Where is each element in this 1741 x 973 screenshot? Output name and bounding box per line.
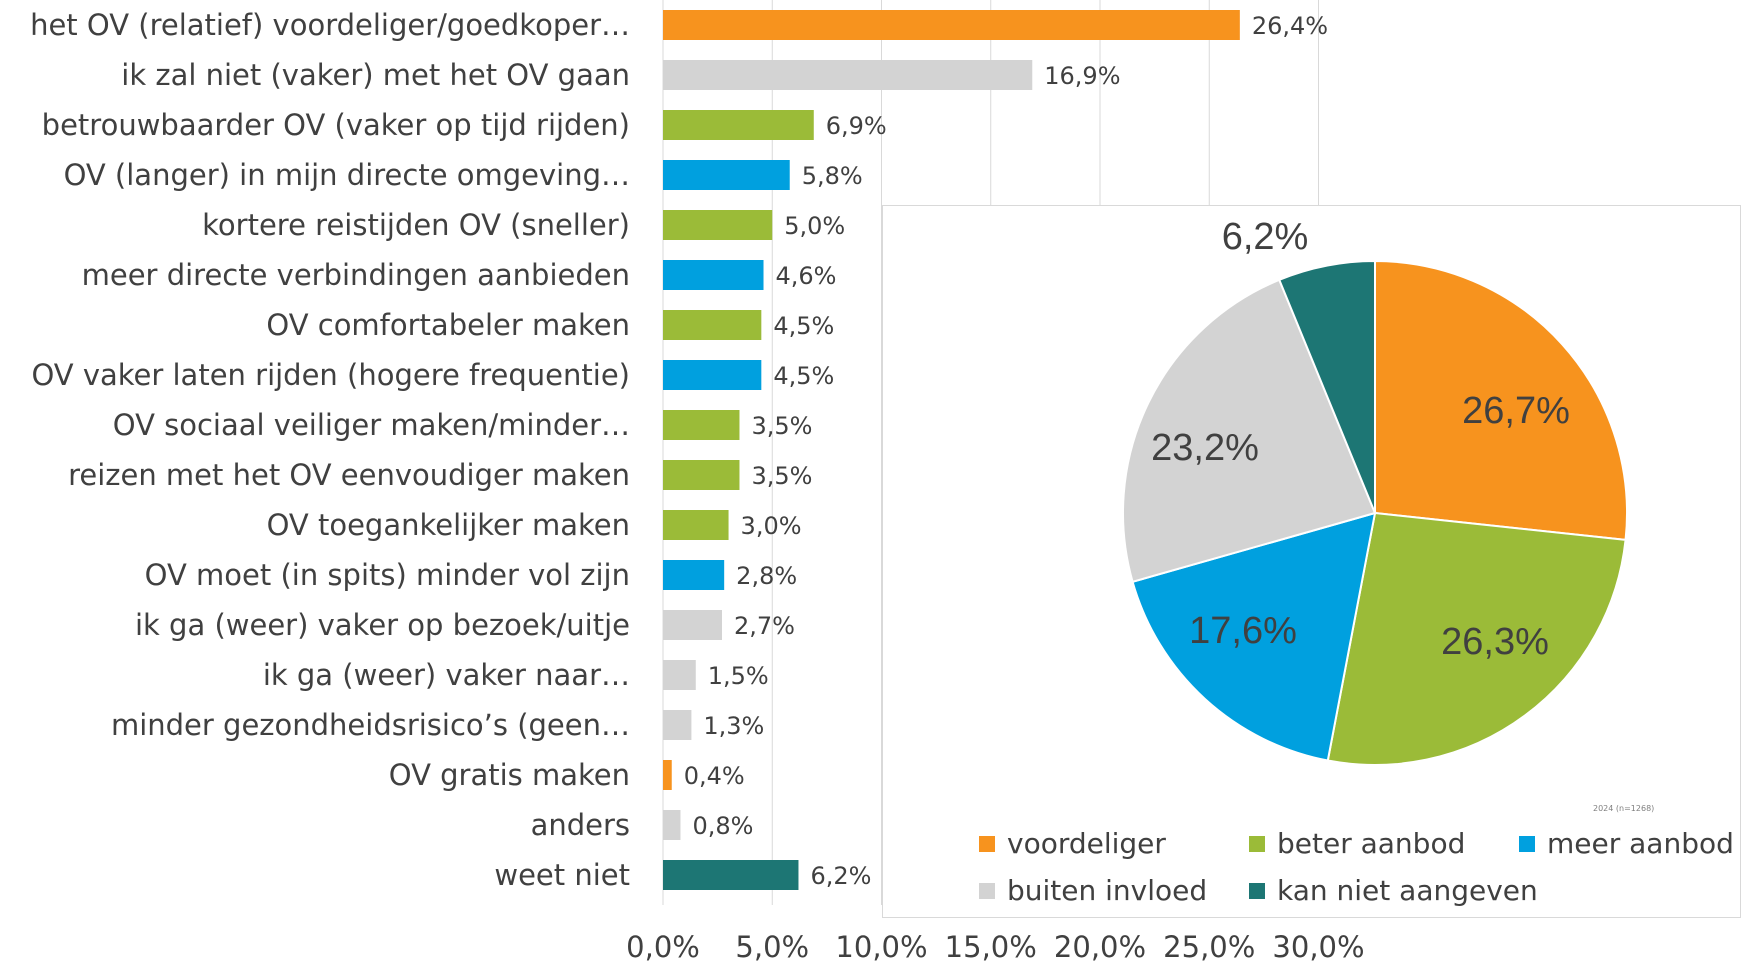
category-label: OV vaker laten rijden (hogere frequentie… [31, 358, 630, 392]
category-label: meer directe verbindingen aanbieden [82, 258, 630, 292]
bar-value-label: 3,0% [741, 512, 802, 540]
category-label: OV sociaal veiliger maken/minder… [113, 408, 630, 442]
pie-slice [1131, 511, 1377, 762]
legend-label: voordeliger [1007, 827, 1166, 860]
bar [663, 510, 729, 540]
bar-value-label: 6,9% [826, 112, 887, 140]
bar-value-label: 2,7% [734, 612, 795, 640]
category-label: het OV (relatief) voordeliger/goedkoper… [30, 8, 630, 42]
legend-item: beter aanbod [1249, 827, 1465, 860]
bar [663, 60, 1033, 90]
pie-value-label: 23,2% [1151, 427, 1259, 469]
category-label: OV gratis maken [389, 758, 630, 792]
category-label: minder gezondheidsrisico’s (geen… [111, 708, 630, 742]
bar-value-label: 5,8% [802, 162, 863, 190]
bar-value-label: 4,5% [773, 312, 834, 340]
legend-item: meer aanbod [1519, 827, 1734, 860]
bar-value-label: 3,5% [751, 462, 812, 490]
x-tick-label: 25,0% [1163, 930, 1255, 964]
bar [663, 860, 799, 890]
pie-value-label: 6,2% [1222, 216, 1309, 258]
bar [663, 710, 692, 740]
legend-swatch [1249, 882, 1265, 899]
bar [663, 10, 1240, 40]
category-label: OV moet (in spits) minder vol zijn [145, 558, 630, 592]
x-tick-label: 15,0% [945, 930, 1037, 964]
category-label: weet niet [494, 858, 630, 892]
category-label: ik zal niet (vaker) met het OV gaan [121, 58, 630, 92]
bar-value-label: 1,3% [703, 712, 764, 740]
bar-value-label: 16,9% [1044, 62, 1120, 90]
category-label: ik ga (weer) vaker naar… [263, 658, 630, 692]
category-label: OV toegankelijker maken [267, 508, 630, 542]
pie-slice [1374, 259, 1628, 541]
bar [663, 610, 722, 640]
bar-value-label: 0,4% [684, 762, 745, 790]
bar-value-label: 6,2% [810, 862, 871, 890]
legend-item: kan niet aangeven [1249, 874, 1538, 907]
pie-value-label: 17,6% [1189, 610, 1297, 652]
bar [663, 760, 672, 790]
x-tick-label: 5,0% [735, 930, 809, 964]
bar-value-label: 1,5% [708, 662, 769, 690]
pie-slice [1277, 259, 1376, 514]
bar [663, 360, 762, 390]
bar [663, 660, 696, 690]
legend-swatch [979, 882, 995, 899]
legend-item: voordeliger [979, 827, 1166, 860]
pie-note: 2024 (n=1268) [1593, 804, 1655, 813]
legend-label: meer aanbod [1547, 827, 1734, 860]
legend-label: beter aanbod [1277, 827, 1466, 860]
bar [663, 160, 790, 190]
pie-chart-panel: 26,7% 26,3% 17,6% 23,2% 6,2% 2024 (n=1268) v… [882, 205, 1741, 918]
x-tick-label: 30,0% [1272, 930, 1364, 964]
bar-value-label: 4,5% [773, 362, 834, 390]
legend-swatch [1249, 835, 1265, 852]
bar [663, 810, 681, 840]
bar [663, 310, 762, 340]
bar-value-label: 5,0% [784, 212, 845, 240]
x-tick-label: 20,0% [1054, 930, 1146, 964]
bar-value-label: 4,6% [776, 262, 837, 290]
x-tick-label: 10,0% [835, 930, 927, 964]
bar [663, 460, 740, 490]
pie-chart: 26,7% 26,3% 17,6% 23,2% 6,2% [1122, 216, 1628, 766]
legend-swatch [1519, 835, 1535, 852]
bar-value-label: 3,5% [751, 412, 812, 440]
category-label: OV (langer) in mijn directe omgeving… [64, 158, 630, 192]
category-label: betrouwbaarder OV (vaker op tijd rijden) [42, 108, 630, 142]
bar [663, 560, 725, 590]
legend-swatch [979, 835, 995, 852]
pie-legend: voordeliger beter aanbod meer aanbod buiten… [979, 819, 1739, 919]
category-label: anders [531, 808, 630, 842]
pie-slice [1122, 278, 1377, 584]
bar [663, 210, 773, 240]
legend-label: buiten invloed [1007, 874, 1208, 907]
category-label: reizen met het OV eenvoudiger maken [68, 458, 630, 492]
bar [663, 110, 814, 140]
pie-slice [1326, 511, 1627, 766]
bar [663, 410, 740, 440]
bar-value-label: 2,8% [736, 562, 797, 590]
category-label: OV comfortabeler maken [266, 308, 630, 342]
bar [663, 260, 764, 290]
pie-value-label: 26,3% [1441, 621, 1549, 663]
x-tick-label: 0,0% [626, 930, 700, 964]
legend-label: kan niet aangeven [1277, 874, 1538, 907]
category-label: kortere reistijden OV (sneller) [202, 208, 630, 242]
bar-value-label: 26,4% [1252, 12, 1328, 40]
pie-value-label: 26,7% [1462, 390, 1570, 432]
bar-value-label: 0,8% [692, 812, 753, 840]
legend-item: buiten invloed [979, 874, 1207, 907]
category-label: ik ga (weer) vaker op bezoek/uitje [135, 608, 630, 642]
